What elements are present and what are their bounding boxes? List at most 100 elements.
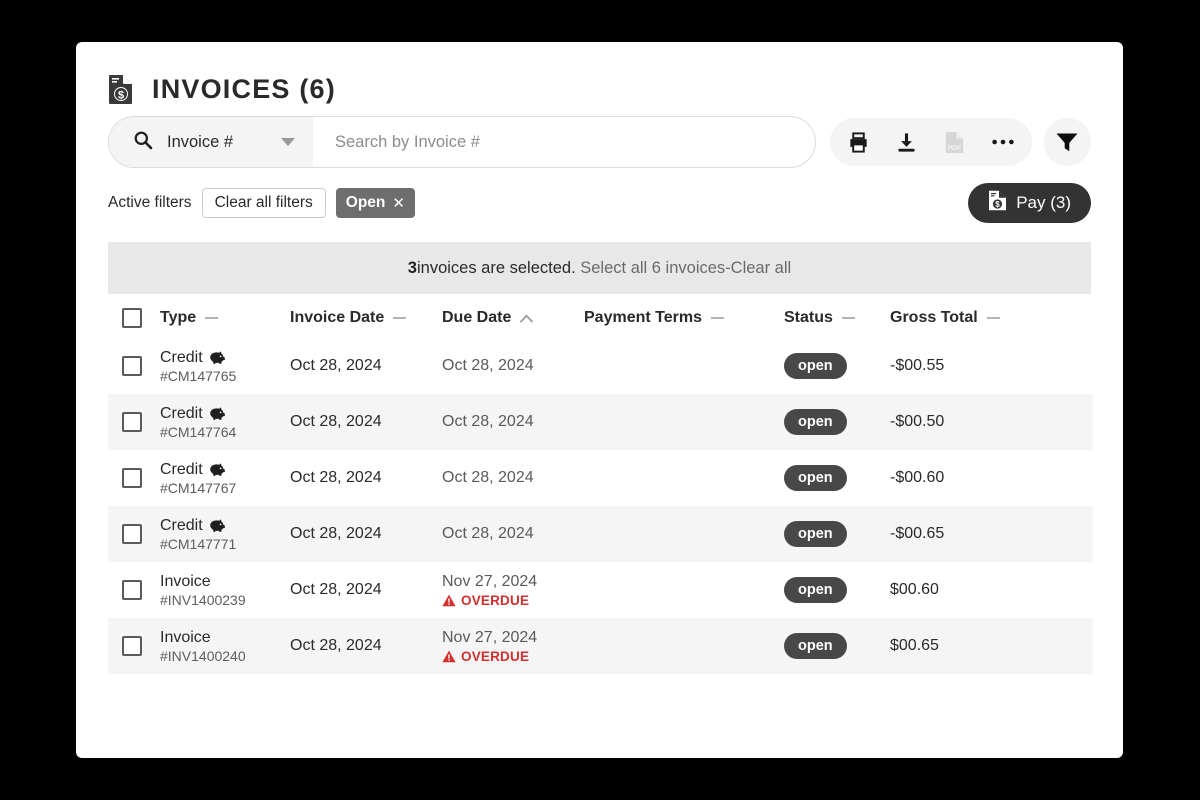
search-input[interactable] (313, 117, 815, 167)
download-icon[interactable] (892, 127, 922, 157)
table-row[interactable]: Credit #CM147771 Oct 28, 2024 Oct 28, 2024 o… (108, 506, 1093, 562)
row-invoice-date-cell: Oct 28, 2024 (290, 394, 442, 450)
row-select-cell (108, 338, 160, 394)
row-checkbox[interactable] (122, 524, 142, 544)
row-gross-total-cell: -$00.55 (890, 338, 1050, 394)
row-checkbox[interactable] (122, 412, 142, 432)
row-due-date-cell: Oct 28, 2024 (442, 506, 584, 562)
row-invoice-date: Oct 28, 2024 (290, 413, 382, 430)
search-bar: Invoice # (108, 116, 816, 168)
column-header-due-date[interactable]: Due Date (442, 298, 584, 338)
row-payment-terms-cell (584, 338, 784, 394)
column-label-due-date: Due Date (442, 309, 512, 326)
table-row[interactable]: Credit #CM147767 Oct 28, 2024 Oct 28, 2024 o… (108, 450, 1093, 506)
table-row[interactable]: Invoice #INV1400240 Oct 28, 2024 Nov 27, 20… (108, 618, 1093, 674)
active-filters-row: Active filters Clear all filters Open ✕ … (76, 183, 1123, 223)
status-badge: open (784, 633, 847, 659)
overdue-badge: OVERDUE (442, 649, 578, 664)
select-all-header (108, 298, 160, 338)
row-due-date-cell: Nov 27, 2024 OVERDUE (442, 562, 584, 618)
row-invoice-date-cell: Oct 28, 2024 (290, 506, 442, 562)
row-gross-total-cell: -$00.50 (890, 394, 1050, 450)
row-invoice-number: #CM147764 (160, 423, 237, 440)
column-header-invoice-date[interactable]: Invoice Date (290, 298, 442, 338)
clear-all-selection-link[interactable]: Clear all (730, 258, 792, 277)
row-invoice-date: Oct 28, 2024 (290, 469, 382, 486)
overdue-label: OVERDUE (461, 592, 530, 608)
table-row[interactable]: Credit #CM147764 Oct 28, 2024 Oct 28, 2024 o… (108, 394, 1093, 450)
row-due-date: Oct 28, 2024 (442, 357, 534, 374)
row-due-date: Oct 28, 2024 (442, 413, 534, 430)
row-end-cell (1050, 562, 1093, 618)
more-options-icon[interactable] (988, 127, 1018, 157)
selection-banner: 3 invoices are selected. Select all 6 in… (108, 242, 1091, 294)
overdue-badge: OVERDUE (442, 593, 578, 608)
invoices-card: $ INVOICES (6) Invoice # (76, 42, 1123, 758)
overdue-label: OVERDUE (461, 648, 530, 664)
table-body: Credit #CM147765 Oct 28, 2024 Oct 28, 2024 o… (108, 338, 1093, 674)
column-header-gross-total[interactable]: Gross Total (890, 298, 1050, 338)
row-due-date-cell: Oct 28, 2024 (442, 450, 584, 506)
row-checkbox[interactable] (122, 356, 142, 376)
row-checkbox[interactable] (122, 468, 142, 488)
row-status-cell: open (784, 394, 890, 450)
filter-chip-open[interactable]: Open ✕ (335, 188, 415, 218)
row-gross-total: -$00.50 (890, 413, 945, 430)
row-payment-terms-cell (584, 506, 784, 562)
filter-icon[interactable] (1043, 118, 1091, 166)
pdf-icon: PDF (940, 127, 970, 157)
row-end-cell (1050, 338, 1093, 394)
row-checkbox[interactable] (122, 636, 142, 656)
row-select-cell (108, 562, 160, 618)
warning-icon (442, 594, 456, 607)
row-due-date: Nov 27, 2024 (442, 628, 538, 646)
row-gross-total-cell: -$00.65 (890, 506, 1050, 562)
filter-chip-label: Open (345, 194, 386, 211)
row-invoice-number: #CM147771 (160, 535, 237, 552)
row-payment-terms-cell (584, 450, 784, 506)
print-icon[interactable] (844, 127, 874, 157)
table-row[interactable]: Credit #CM147765 Oct 28, 2024 Oct 28, 2024 o… (108, 338, 1093, 394)
row-select-cell (108, 450, 160, 506)
clear-all-filters-button[interactable]: Clear all filters (201, 188, 326, 218)
search-row: Invoice # (76, 116, 1123, 168)
column-header-payment-terms[interactable]: Payment Terms (584, 298, 784, 338)
row-type-cell: Credit #CM147765 (160, 338, 290, 394)
row-type-cell: Credit #CM147767 (160, 450, 290, 506)
column-label-payment-terms: Payment Terms (584, 309, 702, 326)
sort-none-icon (841, 317, 855, 319)
invoice-dollar-icon-small: $ (988, 190, 1007, 216)
row-checkbox[interactable] (122, 580, 142, 600)
row-type-label: Invoice (160, 628, 211, 646)
row-type-label: Invoice (160, 572, 211, 590)
row-due-date: Oct 28, 2024 (442, 525, 534, 542)
close-icon[interactable]: ✕ (392, 194, 405, 212)
pay-button[interactable]: $ Pay (3) (968, 183, 1091, 223)
svg-text:$: $ (118, 89, 124, 101)
row-payment-terms-cell (584, 618, 784, 674)
sort-ascending-icon (520, 314, 534, 323)
table-row[interactable]: Invoice #INV1400239 Oct 28, 2024 Nov 27, 20… (108, 562, 1093, 618)
row-invoice-number: #CM147765 (160, 367, 237, 384)
row-invoice-date-cell: Oct 28, 2024 (290, 338, 442, 394)
column-label-gross-total: Gross Total (890, 309, 978, 326)
row-invoice-date: Oct 28, 2024 (290, 525, 382, 542)
page-header: $ INVOICES (6) (76, 42, 1123, 112)
row-gross-total: -$00.55 (890, 357, 945, 374)
status-badge: open (784, 577, 847, 603)
row-invoice-date: Oct 28, 2024 (290, 637, 382, 654)
row-invoice-number: #CM147767 (160, 479, 237, 496)
row-status-cell: open (784, 338, 890, 394)
row-end-cell (1050, 618, 1093, 674)
select-all-link[interactable]: Select all 6 invoices (580, 258, 726, 277)
row-type-label: Credit (160, 348, 203, 366)
row-invoice-date-cell: Oct 28, 2024 (290, 618, 442, 674)
column-header-status[interactable]: Status (784, 298, 890, 338)
row-status-cell: open (784, 618, 890, 674)
column-header-type[interactable]: Type (160, 298, 290, 338)
search-scope-selector[interactable]: Invoice # (109, 117, 313, 167)
select-all-checkbox[interactable] (122, 308, 142, 328)
row-type-label: Credit (160, 516, 203, 534)
row-type-cell: Invoice #INV1400240 (160, 618, 290, 674)
row-gross-total-cell: -$00.60 (890, 450, 1050, 506)
